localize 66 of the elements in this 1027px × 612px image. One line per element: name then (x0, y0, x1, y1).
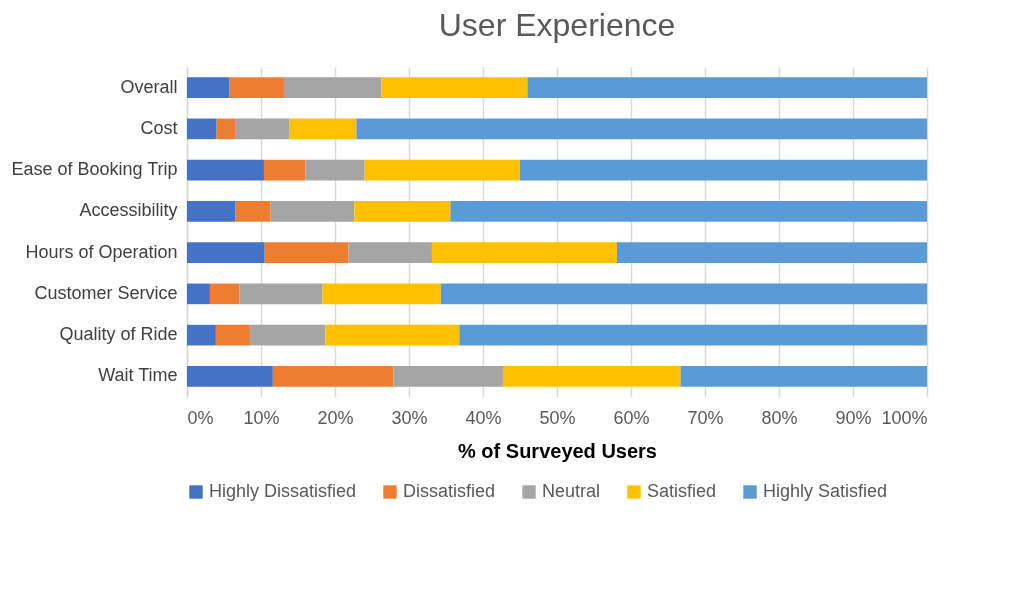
bar (616, 242, 927, 263)
bar (187, 324, 216, 346)
y-tick-label: Cost (140, 117, 178, 138)
x-tick-label: 30% (391, 407, 428, 428)
bar (354, 201, 451, 222)
bar (502, 366, 681, 387)
y-tick-label: Wait Time (98, 365, 178, 386)
bar (393, 366, 503, 387)
x-tick-label: 40% (465, 407, 502, 428)
bar (440, 283, 927, 305)
legend-label: Neutral (542, 481, 601, 501)
bar (520, 159, 927, 181)
chart-title: User Experience (438, 7, 676, 43)
bar (187, 77, 230, 98)
bar (209, 283, 240, 305)
x-tick-label: 60% (613, 407, 650, 428)
x-tick-label: 0% (187, 407, 214, 428)
legend-label: Highly Dissatisfied (209, 481, 357, 501)
bar (263, 159, 306, 181)
bar (270, 201, 355, 222)
bar (229, 77, 284, 98)
bar (235, 201, 271, 222)
bar (356, 118, 927, 140)
bar (450, 201, 927, 222)
y-tick-label: Overall (120, 76, 178, 97)
bar (235, 118, 290, 140)
x-tick-label: 80% (761, 407, 798, 428)
bar (325, 324, 460, 346)
x-tick-label: 20% (317, 407, 354, 428)
legend-label: Dissatisfied (403, 481, 496, 501)
bar (431, 242, 617, 263)
x-tick-label: 50% (539, 407, 576, 428)
bar (305, 159, 365, 181)
bar (239, 283, 323, 305)
bar (264, 242, 349, 263)
x-tick-label: 90% (835, 407, 872, 428)
bar (187, 118, 217, 140)
bar (187, 159, 264, 181)
y-tick-label: Quality of Ride (59, 324, 178, 345)
bar (272, 366, 394, 387)
bar (187, 366, 273, 387)
bar (348, 242, 432, 263)
legend-label: Highly Satisfied (763, 481, 888, 501)
bar (322, 283, 441, 305)
x-tick-label: 70% (687, 407, 724, 428)
bar (187, 242, 265, 263)
bar (459, 324, 927, 346)
y-tick-label: Customer Service (34, 282, 178, 303)
bar (216, 118, 236, 140)
legend-label: Satisfied (647, 481, 717, 501)
bar (381, 77, 528, 98)
x-axis-title: % of Surveyed Users (458, 439, 657, 462)
bar (187, 201, 236, 222)
bar (187, 283, 210, 305)
bar (527, 77, 927, 98)
bar (215, 324, 250, 346)
bar (249, 324, 326, 346)
bar (289, 118, 357, 140)
y-tick-label: Hours of Operation (25, 241, 178, 262)
y-tick-label: Accessibility (79, 200, 178, 221)
x-tick-label: 10% (243, 407, 280, 428)
bar (283, 77, 382, 98)
y-tick-label: Ease of Booking Trip (11, 159, 178, 180)
bar (680, 366, 927, 387)
bar (364, 159, 520, 181)
x-tick-label: 100% (881, 407, 928, 428)
